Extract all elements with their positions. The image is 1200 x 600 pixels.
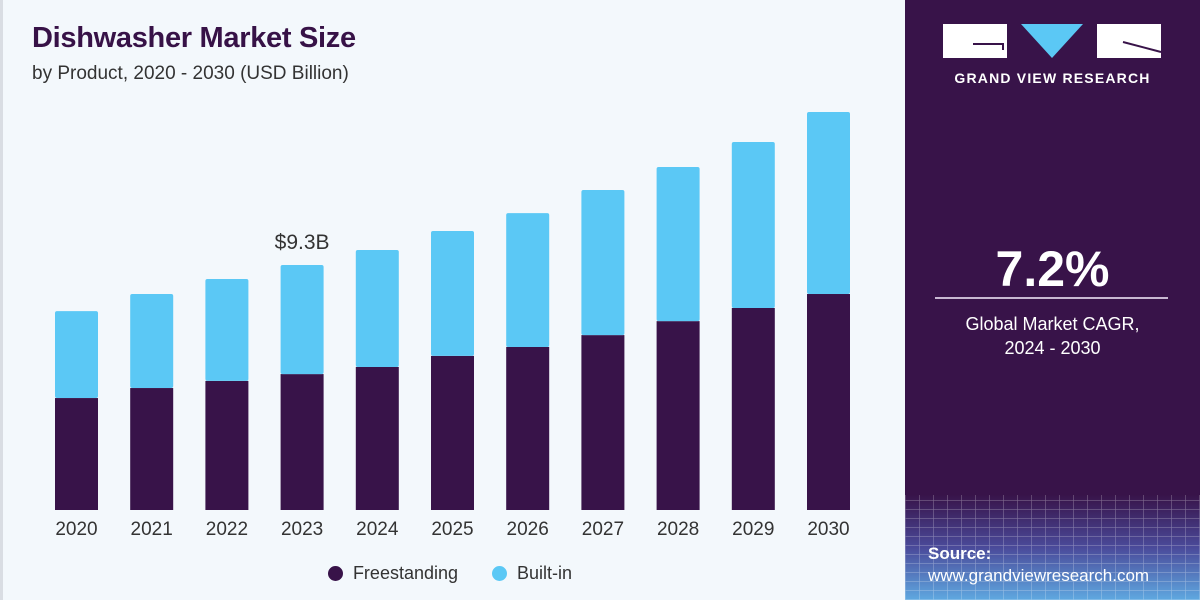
panel-grid-pattern	[905, 495, 1200, 600]
bar-built-in-2023	[280, 265, 324, 375]
bar-built-in-2028	[656, 167, 700, 322]
x-tick-label-2027: 2027	[582, 519, 624, 540]
panel-gradient	[905, 495, 1200, 600]
cagr-label: Global Market CAGR, 2024 - 2030	[905, 312, 1200, 360]
legend-label-freestanding: Freestanding	[352, 563, 459, 583]
brand-panel: GRAND VIEW RESEARCH 7.2% Global Market C…	[905, 0, 1200, 600]
bar-freestanding-2026	[506, 346, 550, 510]
cagr-label-line1: Global Market CAGR,	[965, 314, 1140, 334]
x-tick-label-2030: 2030	[807, 519, 849, 540]
bar-freestanding-2027	[581, 335, 625, 510]
x-tick-label-2022: 2022	[206, 519, 248, 540]
legend-swatch-built-in	[492, 566, 508, 581]
x-tick-label-2024: 2024	[356, 519, 399, 540]
legend-item-freestanding: Freestanding	[327, 563, 459, 584]
bar-freestanding-2023	[280, 374, 324, 510]
bar-freestanding-2029	[731, 307, 775, 510]
bar-built-in-2026	[506, 213, 550, 347]
x-tick-label-2026: 2026	[507, 519, 549, 540]
cagr-value: 7.2%	[995, 241, 1110, 297]
chart-title: Dishwasher Market Size	[32, 22, 356, 54]
bar-freestanding-2025	[431, 355, 474, 510]
source-url[interactable]: www.grandviewresearch.com	[928, 566, 1150, 585]
x-tick-label-2020: 2020	[55, 519, 97, 540]
bar-built-in-2030	[807, 112, 850, 295]
source-label: Source:	[928, 544, 992, 563]
x-tick-label-2021: 2021	[131, 519, 173, 540]
legend-item-built-in: Built-in	[492, 563, 572, 584]
bar-freestanding-2028	[656, 321, 700, 510]
legend-label-built-in: Built-in	[517, 563, 573, 583]
stacked-bar-chart: 2020 2021 2022 2023 $9.3B 2024 2025 2026 2027 202…	[55, 112, 850, 540]
chart-subtitle: by Product, 2020 - 2030 (USD Billion)	[32, 63, 349, 84]
bar-freestanding-2022	[205, 380, 249, 510]
bar-built-in-2029	[731, 142, 775, 308]
legend: Freestanding Built-in	[0, 563, 900, 584]
cagr-label-line2: 2024 - 2030	[1004, 338, 1101, 358]
legend-swatch-freestanding	[327, 566, 343, 581]
x-tick-label-2028: 2028	[657, 519, 699, 540]
bar-built-in-2022	[205, 278, 249, 381]
x-tick-label-2023: 2023	[281, 519, 323, 540]
bar-freestanding-2024	[355, 366, 399, 510]
bar-built-in-2020	[55, 311, 98, 399]
grand-view-research-logo-icon	[943, 24, 1162, 58]
left-border	[0, 0, 3, 600]
brand-name: GRAND VIEW RESEARCH	[954, 70, 1151, 86]
bar-freestanding-2030	[807, 294, 850, 510]
cagr-divider	[935, 297, 1168, 299]
bar-freestanding-2021	[130, 388, 174, 510]
bar-built-in-2025	[431, 231, 474, 356]
annotation-2023: $9.3B	[275, 231, 330, 254]
x-tick-label-2029: 2029	[732, 519, 774, 540]
bar-built-in-2024	[355, 250, 399, 367]
bar-built-in-2021	[130, 294, 174, 389]
x-tick-label-2025: 2025	[431, 519, 473, 540]
bar-freestanding-2020	[55, 398, 98, 510]
bar-built-in-2027	[581, 189, 625, 336]
